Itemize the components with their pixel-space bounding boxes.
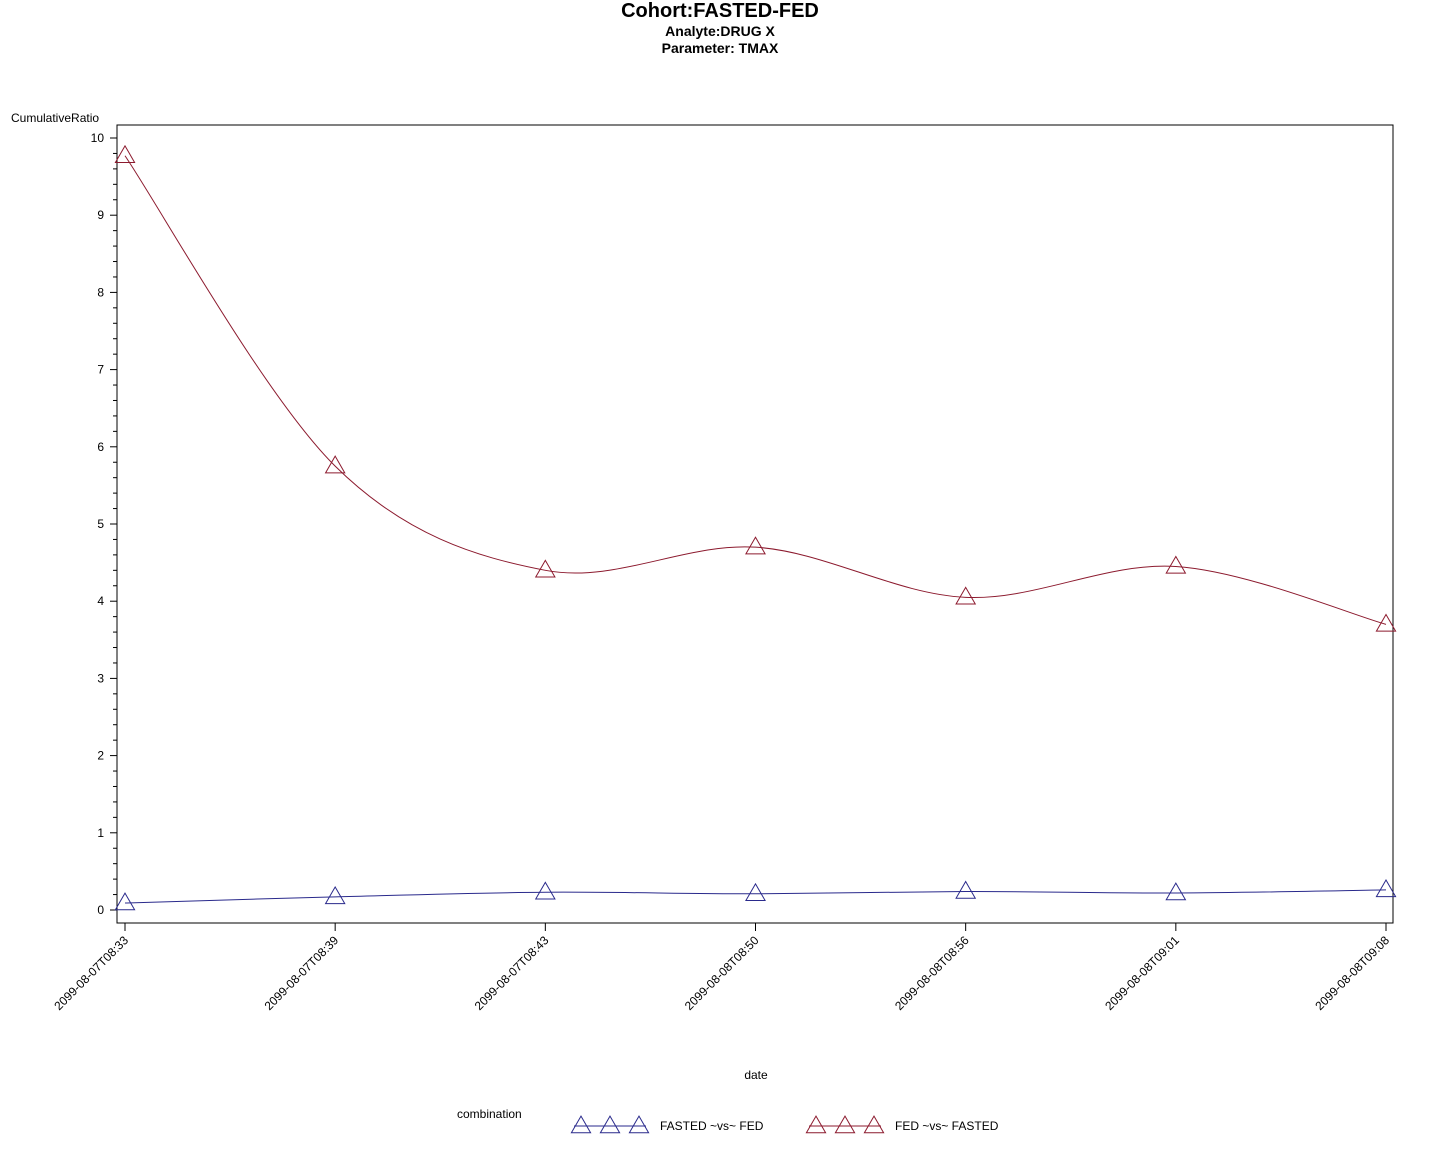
series-line (124, 155, 1387, 625)
y-tick-label: 3 (97, 671, 104, 685)
data-point-triangle (534, 881, 556, 900)
legend-marker (628, 1115, 650, 1134)
x-tick-label: 2099-08-08T08:56 (892, 933, 972, 1013)
data-point-triangle (114, 144, 136, 163)
y-axis: 0 1 2 3 4 5 6 7 8 9 10 (91, 131, 117, 917)
series-group (114, 144, 1397, 911)
legend-marker (834, 1115, 856, 1134)
data-point-triangle (955, 586, 977, 605)
chart-subtitle-parameter: Parameter: TMAX (661, 40, 779, 56)
y-tick-label: 0 (97, 903, 104, 917)
x-tick-label: 2099-08-07T08:33 (51, 933, 131, 1013)
data-point-triangle (324, 885, 346, 905)
x-tick-label: 2099-08-08T09:08 (1312, 933, 1392, 1013)
x-tick-label: 2099-08-07T08:43 (472, 933, 552, 1013)
legend-label: FED ~vs~ FASTED (895, 1119, 999, 1133)
data-point-triangle (534, 559, 556, 578)
chart-subtitle-analyte: Analyte:DRUG X (665, 23, 775, 39)
y-tick-label: 8 (97, 285, 104, 299)
y-tick-label: 4 (97, 594, 104, 608)
data-point-triangle (1165, 555, 1187, 574)
y-tick-label: 7 (97, 363, 104, 377)
plot-frame (116, 124, 1394, 924)
x-axis: 2099-08-07T08:33 2099-08-07T08:39 2099-08-… (51, 923, 1392, 1013)
legend-item: FED ~vs~ FASTED (805, 1115, 999, 1134)
y-tick-label: 6 (97, 440, 104, 454)
series-1 (114, 879, 1397, 911)
data-point-triangle (1165, 882, 1187, 901)
legend: combination FASTED ~vs~ FED FED ~vs~ FAST… (457, 1107, 999, 1134)
y-tick-label: 10 (91, 131, 105, 145)
x-tick-label: 2099-08-08T08:50 (682, 933, 762, 1013)
legend-marker (570, 1115, 592, 1134)
data-point-triangle (1375, 879, 1397, 898)
legend-marker (599, 1115, 621, 1134)
data-point-triangle (745, 882, 766, 902)
legend-title: combination (457, 1107, 522, 1121)
y-tick-label: 5 (97, 517, 104, 531)
legend-label: FASTED ~vs~ FED (660, 1119, 764, 1133)
x-tick-label: 2099-08-08T09:01 (1102, 933, 1182, 1013)
data-point-triangle (114, 892, 136, 911)
data-point-triangle (955, 880, 977, 899)
legend-marker (863, 1115, 885, 1134)
series-line (124, 889, 1387, 904)
y-axis-label: CumulativeRatio (11, 111, 99, 125)
x-tick-label: 2099-08-07T08:39 (262, 933, 342, 1013)
data-point-triangle (324, 455, 346, 474)
legend-marker (805, 1115, 827, 1134)
y-tick-label: 2 (97, 749, 104, 763)
legend-item: FASTED ~vs~ FED (570, 1115, 764, 1134)
data-point-triangle (745, 536, 766, 555)
y-tick-label: 1 (97, 826, 104, 840)
series-2 (114, 144, 1397, 632)
data-point-triangle (1375, 613, 1397, 632)
x-axis-label: date (744, 1068, 768, 1082)
chart-title: Cohort:FASTED-FED (621, 0, 819, 22)
y-tick-label: 9 (97, 208, 104, 222)
